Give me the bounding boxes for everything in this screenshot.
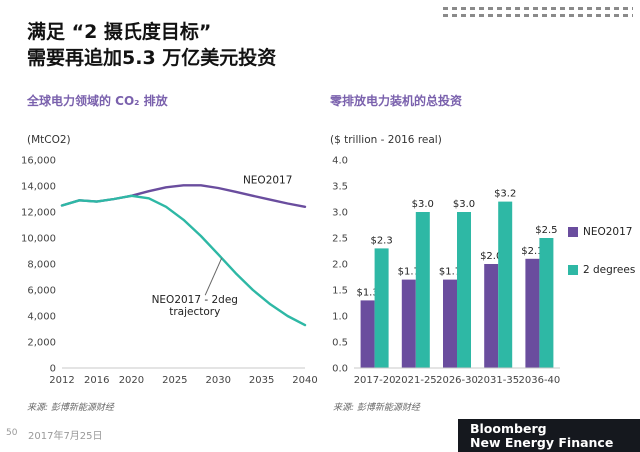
legend-swatch [568,265,578,275]
svg-text:0.0: 0.0 [332,364,348,375]
svg-text:16,000: 16,000 [21,156,56,167]
svg-text:4,000: 4,000 [27,312,56,323]
logo-new-energy-finance-text: New Energy Finance [470,435,614,451]
legend-swatch [568,227,578,237]
svg-text:NEO2017: NEO2017 [243,174,292,186]
svg-text:$2.0: $2.0 [480,251,502,262]
svg-text:12,000: 12,000 [21,208,56,219]
svg-text:4.0: 4.0 [332,156,348,167]
svg-text:6,000: 6,000 [27,286,56,297]
svg-text:2025: 2025 [162,375,187,386]
legend-label: 2 degrees [583,264,636,276]
investment-bar-chart: 0.0 0.5 1.0 1.5 2.0 2.5 3.0 3.5 4.0 2017-20 $1.3 $2… [322,150,640,390]
slide-title-line2: 需要再追加5.3 万亿美元投资 [27,46,277,69]
logo-bloomberg-text: Bloomberg [470,421,547,436]
svg-text:$1.7: $1.7 [439,267,461,278]
left-chart-source: 来源: 彭博新能源财经 [27,403,114,413]
svg-text:2.0: 2.0 [332,260,348,271]
co2-emissions-line-chart: 0 2,000 4,000 6,000 8,000 10,000 12,000 14,000 1… [18,150,320,390]
bar-chart-legend: NEO2017 2 degrees [568,226,635,302]
left-chart-title: 全球电力领域的 CO₂ 排放 [27,94,168,108]
svg-text:2017-20: 2017-20 [354,375,396,386]
svg-text:$2.3: $2.3 [370,235,392,246]
header-dashes-decoration [443,14,633,17]
svg-text:2012: 2012 [49,375,74,386]
svg-text:2.5: 2.5 [332,234,348,245]
svg-text:2040: 2040 [292,375,317,386]
svg-text:2036-40: 2036-40 [519,375,561,386]
svg-text:2020: 2020 [119,375,144,386]
svg-text:1.5: 1.5 [332,286,348,297]
svg-text:14,000: 14,000 [21,182,56,193]
svg-text:1.0: 1.0 [332,312,348,323]
svg-text:$3.2: $3.2 [494,189,516,200]
svg-text:2016: 2016 [84,375,109,386]
svg-text:0.5: 0.5 [332,338,348,349]
svg-text:2,000: 2,000 [27,338,56,349]
svg-text:2035: 2035 [249,375,274,386]
bnef-logo: Bloomberg New Energy Finance [458,419,640,452]
svg-text:3.0: 3.0 [332,208,348,219]
page-number: 50 [6,428,18,438]
legend-item: 2 degrees [568,264,635,276]
header-dashes-decoration [443,7,633,10]
left-chart-unit-label: (MtCO2) [27,134,71,146]
slide-title-line1: 满足 “2 摄氏度目标” [27,21,212,43]
slide-date: 2017年7月25日 [28,431,103,442]
svg-text:$3.0: $3.0 [412,199,434,210]
svg-text:2030: 2030 [205,375,230,386]
right-chart-source: 来源: 彭博新能源财经 [333,403,420,413]
svg-text:10,000: 10,000 [21,234,56,245]
svg-text:2026-30: 2026-30 [436,375,478,386]
svg-text:$1.7: $1.7 [398,267,420,278]
svg-text:$2.1: $2.1 [521,246,543,257]
svg-text:$3.0: $3.0 [453,199,475,210]
svg-text:2021-25: 2021-25 [395,375,437,386]
svg-text:$2.5: $2.5 [535,225,557,236]
svg-text:2031-35: 2031-35 [477,375,519,386]
svg-text:8,000: 8,000 [27,260,56,271]
svg-text:3.5: 3.5 [332,182,348,193]
right-chart-unit-label: ($ trillion - 2016 real) [330,134,442,146]
legend-label: NEO2017 [583,226,633,238]
svg-text:$1.3: $1.3 [356,287,378,298]
right-chart-title: 零排放电力装机的总投资 [330,94,463,108]
svg-text:0: 0 [50,364,56,375]
slide-title: 满足 “2 摄氏度目标” 需要再追加5.3 万亿美元投资 [27,20,276,71]
legend-item: NEO2017 [568,226,635,238]
